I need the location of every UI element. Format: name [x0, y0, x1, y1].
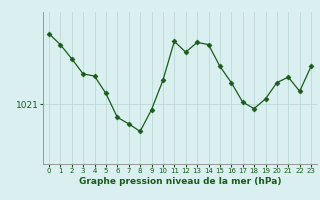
X-axis label: Graphe pression niveau de la mer (hPa): Graphe pression niveau de la mer (hPa) — [79, 177, 281, 186]
